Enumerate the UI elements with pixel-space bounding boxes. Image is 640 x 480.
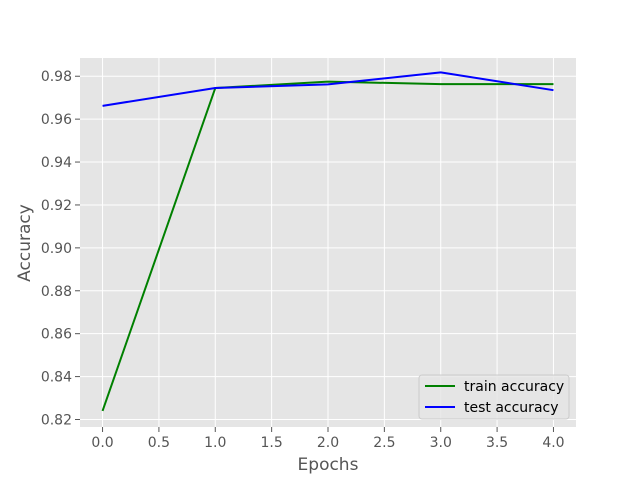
- y-axis-ticks: 0.82 0.84 0.86 0.88 0.90 0.92 0.94 0.96 0.98: [41, 69, 80, 428]
- x-axis-label: Epochs: [298, 455, 359, 475]
- y-tick-label: 0.96: [41, 112, 72, 128]
- x-tick-label: 3.5: [486, 435, 508, 451]
- y-tick-label: 0.94: [41, 155, 72, 171]
- legend: train accuracy test accuracy: [418, 374, 570, 420]
- series-lines: [101, 71, 554, 412]
- x-tick-label: 0.5: [148, 435, 170, 451]
- x-tick-label: 1.5: [261, 435, 283, 451]
- series-line-test-accuracy: [102, 71, 554, 107]
- x-tick-label: 4.0: [542, 435, 564, 451]
- legend-label-train-accuracy: train accuracy: [464, 379, 564, 395]
- y-tick-label: 0.92: [41, 198, 72, 214]
- x-tick-label: 0.0: [91, 435, 113, 451]
- x-tick-label: 3.0: [430, 435, 452, 451]
- y-tick-label: 0.98: [41, 69, 72, 85]
- y-axis-label: Accuracy: [15, 204, 35, 282]
- x-tick-label: 2.0: [317, 435, 339, 451]
- series-line-train-accuracy: [101, 80, 554, 412]
- x-tick-label: 2.5: [373, 435, 395, 451]
- y-tick-label: 0.86: [41, 327, 72, 343]
- y-tick-label: 0.88: [41, 284, 72, 300]
- x-axis-ticks: 0.0 0.5 1.0 1.5 2.0 2.5 3.0 3.5 4.0: [91, 427, 565, 451]
- y-tick-label: 0.82: [41, 412, 72, 428]
- y-tick-label: 0.84: [41, 370, 72, 386]
- x-tick-label: 1.0: [204, 435, 226, 451]
- legend-label-test-accuracy: test accuracy: [464, 400, 559, 416]
- legend-box: [418, 374, 570, 420]
- y-tick-label: 0.90: [41, 241, 72, 257]
